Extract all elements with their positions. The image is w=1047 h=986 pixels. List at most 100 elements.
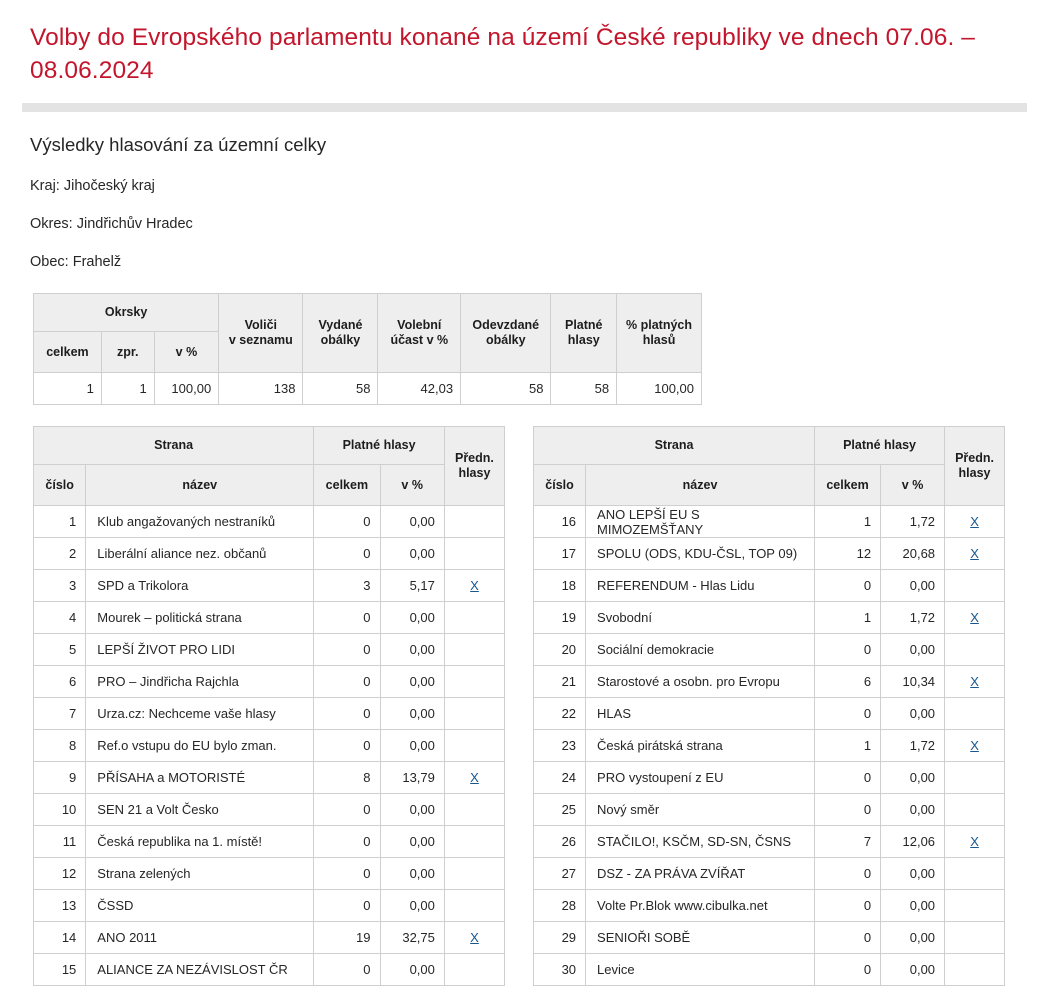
cell-votes-total: 0	[313, 953, 381, 986]
preferential-votes-link[interactable]: X	[470, 930, 479, 946]
cell-platne-hlasy: 58	[550, 372, 618, 406]
header-predn-hlasy: Předn. hlasy	[443, 426, 506, 507]
cell-votes-total: 0	[814, 761, 882, 795]
cell-party-name: Levice	[585, 953, 816, 986]
municipality-line: Obec: Frahelž	[30, 254, 122, 271]
cell-preferential-votes: X	[944, 665, 1005, 699]
cell-party-number: 14	[32, 921, 87, 955]
preferential-votes-link[interactable]: X	[970, 738, 979, 754]
cell-votes-total: 7	[814, 825, 882, 859]
cell-votes-pct: 0,00	[880, 569, 946, 603]
cell-votes-total: 0	[814, 921, 882, 955]
cell-party-number: 24	[532, 761, 587, 795]
cell-party-name: PŘÍSAHA a MOTORISTÉ	[85, 761, 315, 795]
cell-volebni-ucast: 42,03	[377, 372, 462, 406]
table-row: 10 SEN 21 a Volt Česko 0 0,00	[32, 793, 506, 827]
header-volebni-ucast: Volební účast v %	[377, 293, 462, 374]
cell-votes-pct: 0,00	[379, 953, 445, 986]
cell-okrsky-celkem: 1	[33, 372, 102, 406]
cell-party-name: SPOLU (ODS, KDU-ČSL, TOP 09)	[585, 537, 816, 571]
cell-votes-total: 0	[814, 857, 882, 891]
table-row: 11 Česká republika na 1. místě! 0 0,00	[32, 825, 506, 859]
cell-party-number: 7	[32, 697, 87, 731]
header-v-pct: v %	[379, 464, 445, 507]
cell-party-number: 25	[532, 793, 587, 827]
cell-preferential-votes	[443, 633, 506, 667]
header-strana: Strana	[532, 426, 816, 466]
preferential-votes-link[interactable]: X	[970, 514, 979, 530]
cell-party-name: ALIANCE ZA NEZÁVISLOST ČR	[85, 953, 315, 986]
table-row: 22 HLAS 0 0,00	[532, 697, 1005, 731]
cell-party-number: 5	[32, 633, 87, 667]
cell-party-name: Klub angažovaných nestraníků	[85, 505, 315, 539]
cell-preferential-votes: X	[944, 601, 1005, 635]
table-row: 19 Svobodní 1 1,72 X	[532, 601, 1005, 635]
section-heading: Výsledky hlasování za územní celky	[30, 134, 327, 156]
header-celkem: celkem	[814, 464, 882, 507]
cell-party-name: PRO vystoupení z EU	[585, 761, 816, 795]
preferential-votes-link[interactable]: X	[970, 546, 979, 562]
cell-party-number: 15	[32, 953, 87, 986]
cell-preferential-votes: X	[443, 761, 506, 795]
cell-party-number: 20	[532, 633, 587, 667]
cell-party-number: 17	[532, 537, 587, 571]
region-line: Kraj: Jihočeský kraj	[30, 178, 155, 195]
summary-header-row-1: Okrsky Voliči v seznamu Vydané obálky Vole…	[32, 293, 702, 374]
cell-okrsky-v-pct: 100,00	[153, 372, 220, 406]
header-volici-v-seznamu: Voliči v seznamu	[218, 293, 304, 374]
cell-preferential-votes	[443, 793, 506, 827]
cell-votes-pct: 0,00	[880, 921, 946, 955]
preferential-votes-link[interactable]: X	[970, 834, 979, 850]
party-table-head-right: Strana Platné hlasy Předn. hlasy číslo ná…	[532, 426, 1005, 507]
table-row: 24 PRO vystoupení z EU 0 0,00	[532, 761, 1005, 795]
cell-votes-total: 0	[814, 633, 882, 667]
table-row: 26 STAČILO!, KSČM, SD-SN, ČSNS 7 12,06 X	[532, 825, 1005, 859]
cell-preferential-votes	[443, 953, 506, 986]
cell-party-name: Sociální demokracie	[585, 633, 816, 667]
cell-votes-total: 0	[313, 505, 381, 539]
cell-party-name: PRO – Jindřicha Rajchla	[85, 665, 315, 699]
cell-preferential-votes	[944, 857, 1005, 891]
cell-party-name: LEPŠÍ ŽIVOT PRO LIDI	[85, 633, 315, 667]
cell-votes-total: 1	[814, 505, 882, 539]
table-row: 23 Česká pirátská strana 1 1,72 X	[532, 729, 1005, 763]
preferential-votes-link[interactable]: X	[470, 770, 479, 786]
party-header-row-2: číslo název celkem v %	[532, 464, 1005, 507]
preferential-votes-link[interactable]: X	[970, 610, 979, 626]
cell-votes-total: 0	[313, 633, 381, 667]
cell-party-number: 28	[532, 889, 587, 923]
table-row: 7 Urza.cz: Nechceme vaše hlasy 0 0,00	[32, 697, 506, 731]
cell-votes-pct: 0,00	[880, 953, 946, 986]
header-celkem: celkem	[313, 464, 381, 507]
cell-party-name: ANO LEPŠÍ EU S MIMOZEMŠŤANY	[585, 505, 816, 539]
cell-party-number: 10	[32, 793, 87, 827]
cell-party-name: Volte Pr.Blok www.cibulka.net	[585, 889, 816, 923]
preferential-votes-link[interactable]: X	[970, 674, 979, 690]
header-platne-hlasy: Platné hlasy	[550, 293, 618, 374]
table-row: 13 ČSSD 0 0,00	[32, 889, 506, 923]
header-okrsky: Okrsky	[32, 293, 220, 333]
cell-votes-pct: 1,72	[880, 729, 946, 763]
party-header-row-1: Strana Platné hlasy Předn. hlasy	[532, 426, 1005, 507]
cell-preferential-votes	[443, 825, 506, 859]
cell-party-name: Strana zelených	[85, 857, 315, 891]
preferential-votes-link[interactable]: X	[470, 578, 479, 594]
table-row: 1 Klub angažovaných nestraníků 0 0,00	[32, 505, 506, 539]
cell-votes-pct: 13,79	[379, 761, 445, 795]
table-row: 29 SENIOŘI SOBĚ 0 0,00	[532, 921, 1005, 955]
district-line: Okres: Jindřichův Hradec	[30, 216, 193, 233]
cell-party-name: Starostové a osobn. pro Evropu	[585, 665, 816, 699]
cell-party-name: ANO 2011	[85, 921, 315, 955]
cell-party-number: 16	[532, 505, 587, 539]
cell-votes-total: 8	[313, 761, 381, 795]
cell-votes-pct: 0,00	[379, 505, 445, 539]
cell-preferential-votes	[443, 857, 506, 891]
cell-party-number: 27	[532, 857, 587, 891]
cell-party-number: 23	[532, 729, 587, 763]
header-platne-hlasy-group: Platné hlasy	[313, 426, 445, 466]
party-header-row-2: číslo název celkem v %	[32, 464, 505, 507]
cell-okrsky-zpr: 1	[100, 372, 155, 406]
cell-party-number: 6	[32, 665, 87, 699]
cell-vydane-obalky: 58	[302, 372, 379, 406]
cell-preferential-votes	[944, 697, 1005, 731]
